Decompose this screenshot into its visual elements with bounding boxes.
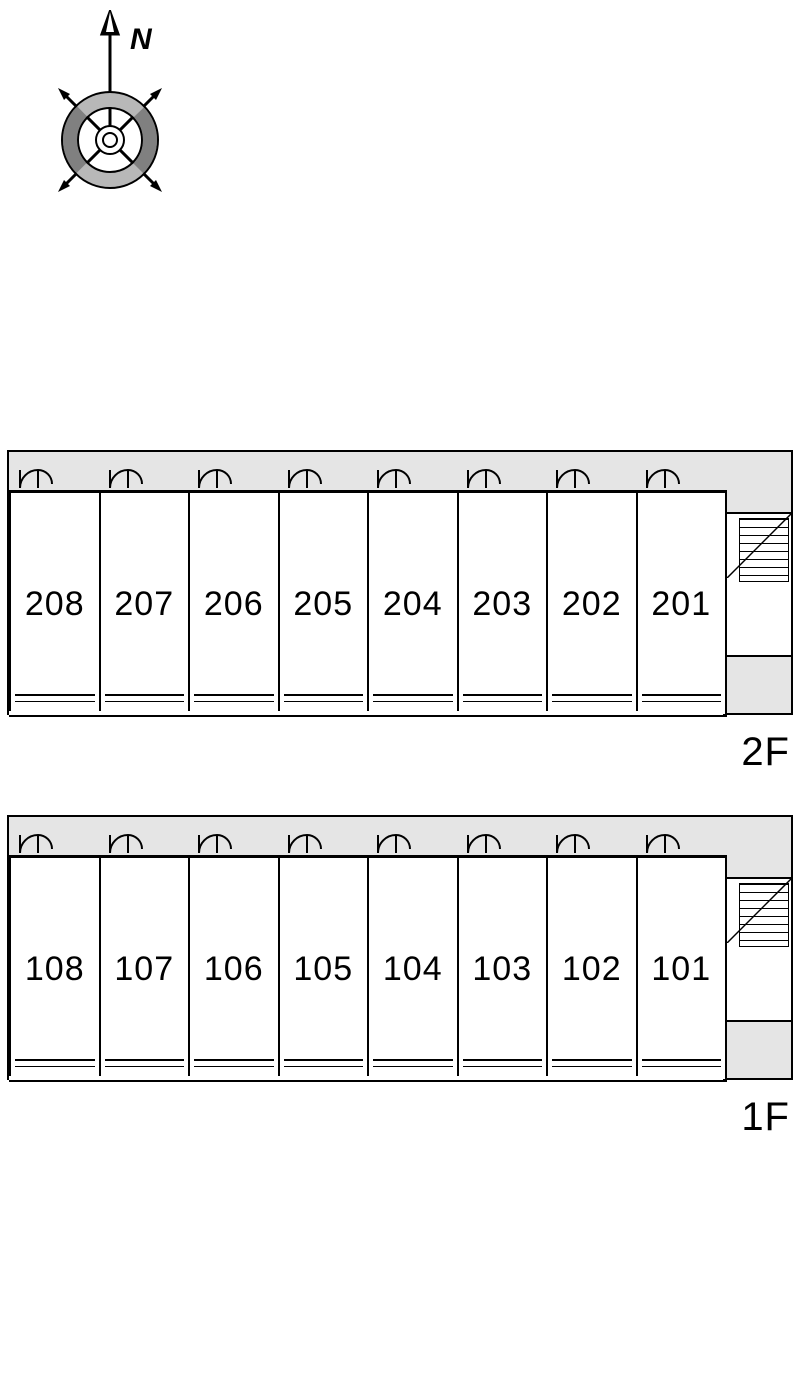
unit-label: 206	[190, 585, 278, 624]
door-icon	[556, 455, 590, 489]
door-icon	[646, 820, 680, 854]
door-icon	[467, 455, 501, 489]
door-icon	[109, 820, 143, 854]
unit-label: 106	[190, 950, 278, 989]
floor-2: 208 207 206 205	[7, 450, 793, 740]
unit-204: 204	[369, 493, 459, 714]
unit-106: 106	[190, 858, 280, 1079]
unit-105: 105	[280, 858, 370, 1079]
unit-101: 101	[638, 858, 728, 1079]
unit-108: 108	[9, 858, 101, 1079]
unit-207: 207	[101, 493, 191, 714]
unit-104: 104	[369, 858, 459, 1079]
door-icon	[467, 820, 501, 854]
unit-label: 107	[101, 950, 189, 989]
door-icon	[198, 455, 232, 489]
unit-label: 203	[459, 585, 547, 624]
unit-label: 207	[101, 585, 189, 624]
door-icon	[198, 820, 232, 854]
unit-label: 105	[280, 950, 368, 989]
unit-205: 205	[280, 493, 370, 714]
unit-label: 108	[11, 950, 99, 989]
floor-1-stairs	[725, 877, 791, 1022]
unit-202: 202	[548, 493, 638, 714]
unit-203: 203	[459, 493, 549, 714]
door-icon	[377, 455, 411, 489]
door-icon	[19, 455, 53, 489]
unit-103: 103	[459, 858, 549, 1079]
door-icon	[556, 820, 590, 854]
floor-2-outline: 208 207 206 205	[7, 450, 793, 715]
unit-label: 208	[11, 585, 99, 624]
door-icon	[19, 820, 53, 854]
door-icon	[109, 455, 143, 489]
door-icon	[288, 820, 322, 854]
floor-1-outline: 108 107 106 105	[7, 815, 793, 1080]
unit-201: 201	[638, 493, 728, 714]
stair-treads-icon	[739, 518, 789, 582]
floor-2-stairs	[725, 512, 791, 657]
compass-rose: N	[30, 10, 190, 230]
door-icon	[288, 455, 322, 489]
unit-label: 101	[638, 950, 726, 989]
floor-1-label: 1F	[741, 1095, 790, 1140]
compass-north-label: N	[130, 23, 152, 57]
stair-treads-icon	[739, 883, 789, 947]
unit-label: 204	[369, 585, 457, 624]
floor-2-units: 208 207 206 205	[9, 490, 727, 717]
compass-svg	[30, 10, 190, 230]
unit-label: 201	[638, 585, 726, 624]
floor-2-label: 2F	[741, 730, 790, 775]
unit-208: 208	[9, 493, 101, 714]
unit-label: 104	[369, 950, 457, 989]
floor-1: 108 107 106 105	[7, 815, 793, 1105]
window-sill	[15, 694, 95, 696]
floorplan-page: N 208 207 206	[0, 0, 800, 1373]
unit-label: 103	[459, 950, 547, 989]
unit-label: 205	[280, 585, 368, 624]
unit-206: 206	[190, 493, 280, 714]
unit-102: 102	[548, 858, 638, 1079]
door-icon	[646, 455, 680, 489]
unit-label: 202	[548, 585, 636, 624]
floor-1-units: 108 107 106 105	[9, 855, 727, 1082]
unit-107: 107	[101, 858, 191, 1079]
unit-label: 102	[548, 950, 636, 989]
door-icon	[377, 820, 411, 854]
